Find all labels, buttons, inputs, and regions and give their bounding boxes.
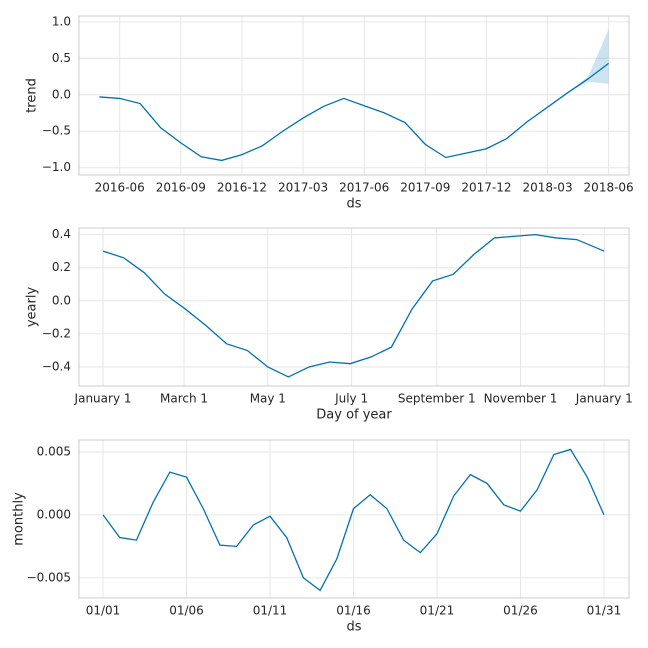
x-tick-label: March 1 (160, 392, 208, 406)
x-tick-label: November 1 (484, 392, 558, 406)
x-tick-label: 2017-12 (461, 181, 511, 195)
y-axis-label: monthly (12, 492, 27, 546)
x-tick-label: 01/01 (86, 604, 121, 618)
axes-frame (78, 227, 630, 387)
axes-frame (78, 15, 630, 176)
x-tick-label: 2017-09 (400, 181, 450, 195)
x-tick-label: January 1 (575, 392, 633, 406)
y-tick-label: −0.005 (27, 570, 71, 584)
x-tick-label: 2016-09 (156, 181, 206, 195)
y-tick-label: −0.4 (42, 359, 71, 373)
y-tick-label: 0.0 (52, 293, 71, 307)
x-axis-label: ds (346, 620, 361, 635)
x-tick-label: 2018-03 (522, 181, 572, 195)
y-tick-label: 0.0 (52, 87, 71, 101)
x-tick-label: January 1 (74, 392, 132, 406)
y-tick-label: 1.0 (52, 14, 71, 28)
y-axis-label: trend (25, 78, 40, 113)
axes-frame (78, 439, 630, 599)
x-tick-label: 01/16 (336, 604, 371, 618)
x-tick-label: May 1 (250, 392, 286, 406)
y-tick-label: 0.000 (37, 507, 71, 521)
x-tick-label: 01/21 (420, 604, 455, 618)
x-tick-label: 2016-12 (217, 181, 267, 195)
x-tick-label: September 1 (398, 392, 476, 406)
x-tick-label: 01/11 (253, 604, 288, 618)
x-tick-label: 2018-06 (584, 181, 634, 195)
line (102, 233, 605, 378)
y-tick-label: 0.005 (37, 444, 71, 458)
y-tick-label: 0.4 (52, 227, 71, 241)
x-tick-label: 01/31 (587, 604, 622, 618)
x-tick-label: 2016-06 (95, 181, 145, 195)
line (102, 448, 605, 592)
x-tick-label: 01/06 (169, 604, 204, 618)
y-axis-label: yearly (25, 287, 40, 328)
x-tick-label: 2017-03 (278, 181, 328, 195)
line (99, 62, 610, 162)
y-tick-label: 0.2 (52, 260, 71, 274)
x-axis-label: ds (346, 197, 361, 212)
y-tick-label: −0.2 (42, 326, 71, 340)
y-tick-label: −0.5 (42, 124, 71, 138)
x-axis-label: Day of year (316, 408, 392, 423)
y-tick-label: −1.0 (42, 160, 71, 174)
y-tick-label: 0.5 (52, 51, 71, 65)
uncertainty-band (567, 29, 609, 93)
x-tick-label: July 1 (334, 392, 368, 406)
x-tick-label: 01/26 (503, 604, 538, 618)
x-tick-label: 2017-06 (339, 181, 389, 195)
